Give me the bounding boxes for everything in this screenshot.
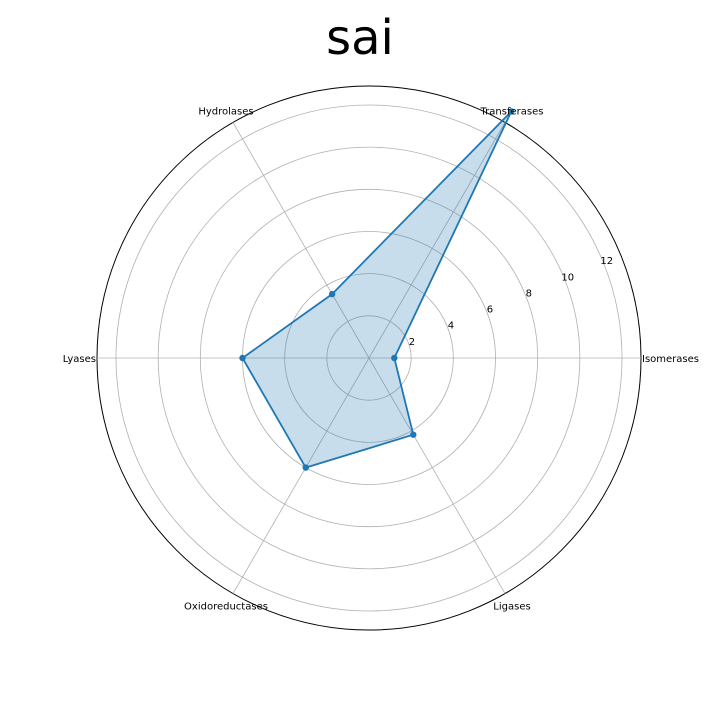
r-tick-label: 8 [526,288,532,299]
category-label: Transferases [480,106,544,117]
spoke-layer [97,122,641,594]
spoke-line [232,357,370,594]
spoke-line [368,357,506,594]
data-point [302,464,309,471]
data-point [508,108,515,115]
category-label: Oxidoreductases [184,602,268,613]
data-point [391,354,398,362]
category-label: Isomerases [642,354,699,365]
category-label: Lyases [63,354,96,365]
category-label: Ligases [493,602,530,613]
label-layer: 2 4 6 8 10 12 Isomerases Transferases Hydrolases… [63,106,699,612]
r-tick-label: 2 [409,337,415,348]
r-tick-label: 6 [487,305,493,316]
data-point [239,354,246,362]
spoke-line [368,122,506,359]
data-point [410,431,417,438]
spoke-line [232,122,370,359]
series-layer [239,108,515,471]
r-tick-label: 10 [561,272,574,283]
r-tick-label: 4 [448,321,454,332]
chart-title: sai [326,10,394,66]
data-point [328,290,336,298]
r-tick-label: 12 [600,256,613,267]
category-label: Hydrolases [198,106,253,117]
series-fill [242,111,512,468]
